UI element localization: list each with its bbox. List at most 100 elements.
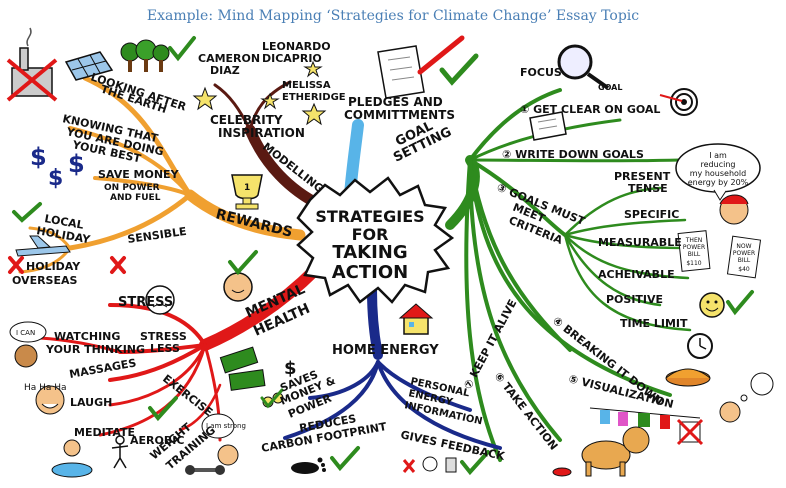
node-label: LESS (150, 342, 180, 355)
branch-label-rewards: REWARDS (214, 206, 294, 241)
magnifier-icon (557, 44, 610, 90)
node-label: AND FUEL (110, 193, 161, 203)
laughing-face-icon (35, 385, 65, 415)
svg-text:POWER: POWER (733, 250, 755, 257)
bubble-text: I am strong (206, 422, 246, 430)
svg-text:$40: $40 (738, 266, 750, 273)
pledge-paper-icon (377, 35, 479, 99)
center-line: TAKING (332, 242, 407, 263)
footprint-icon (291, 457, 326, 474)
svg-text:$: $ (48, 166, 63, 191)
node-label: HOLIDAY (26, 260, 81, 273)
svg-text:$: $ (30, 143, 47, 171)
node-label: STRESS (140, 330, 187, 343)
svg-text:1: 1 (244, 183, 250, 193)
node-label: ② WRITE DOWN GOALS (502, 148, 644, 161)
node-label: YOUR THINKING (45, 343, 145, 356)
svg-text:energy by 20%: energy by 20% (688, 178, 749, 187)
svg-text:reducing: reducing (701, 160, 736, 169)
center-line: FOR (352, 225, 389, 244)
check-icon (148, 396, 178, 422)
clock-icon (687, 333, 713, 359)
svg-text:I am: I am (709, 151, 727, 160)
node-label: TENSE (628, 182, 668, 195)
speech-bubble-text: I am reducing my household energy by 20% (688, 151, 749, 187)
pie-dish-icon (665, 368, 711, 387)
svg-text:POWER: POWER (683, 244, 705, 251)
branch-label-pledges: PLEDGES AND (348, 95, 443, 109)
caption-title: Example: Mind Mapping ‘Strategies for Cl… (146, 8, 640, 24)
node-label: EXERCISE (160, 372, 215, 419)
feedback-icons (402, 450, 490, 476)
person-face-icon (719, 194, 749, 225)
pledges-labels: PLEDGES AND COMMITTMENTS (344, 95, 455, 122)
thinking-face-icon (9, 321, 47, 368)
home-energy-labels: HOME ENERGY $ SAVES MONEY & POWER REDUCE… (260, 343, 506, 463)
meditating-figure-icon (51, 439, 93, 478)
branch-label-home: HOME ENERGY (332, 343, 439, 358)
bubble-text: Ha Ha Ha (24, 383, 67, 393)
check-icon (168, 36, 196, 62)
center-line: STRATEGIES (315, 207, 424, 226)
check-icon (12, 202, 42, 223)
node-label: POSITIVE (606, 293, 663, 306)
stars-icon (192, 60, 327, 126)
svg-text:$: $ (68, 150, 85, 178)
thinking-person-icon (719, 372, 774, 423)
check-icon (228, 250, 258, 276)
trophy-icon: 1 (231, 174, 263, 210)
node-label: PRESENT (614, 170, 671, 183)
notepad-icon (529, 111, 567, 141)
node-label: MEASURABLE (598, 236, 682, 249)
cross-icon (8, 256, 126, 274)
house-icon (398, 303, 434, 335)
node-label: DICAPRIO (262, 52, 322, 65)
washing-line-icon (589, 407, 701, 429)
node-label: ① GET CLEAR ON GOAL (520, 103, 660, 116)
check-icon (260, 388, 284, 409)
check-icon (330, 446, 360, 472)
power-bill-icon (677, 230, 762, 279)
sad-face-icon (145, 285, 175, 315)
node-label: ⑥ TAKE ACTION (492, 370, 561, 453)
factory-icon (6, 27, 58, 102)
dog-icon (552, 426, 650, 477)
power-bill-text: THEN POWER BILL $110 NOW POWER BILL $40 (683, 237, 755, 273)
svg-text:$110: $110 (686, 260, 701, 267)
node-label: LAUGH (70, 396, 112, 409)
node-label: INSPIRATION (218, 126, 305, 140)
node-label: SAVE MONEY (98, 168, 180, 181)
node-label: AEROBIC (130, 434, 184, 447)
node-label: STRESS (118, 295, 173, 310)
strong-person-icon (185, 413, 239, 475)
crossed-dryer-icon (676, 418, 704, 446)
svg-text:my household: my household (690, 169, 746, 178)
speech-bubble (675, 143, 761, 201)
node-label: $ (284, 358, 297, 379)
branch-label-pledges: COMMITTMENTS (344, 108, 455, 122)
dollar-signs-icon: $$$ (30, 143, 85, 191)
node-label: FOCUS (520, 66, 562, 79)
node-label: MELISSA (282, 80, 331, 91)
node-label: MEDITATE (74, 426, 135, 439)
node-label: ACHEIVABLE (598, 268, 675, 281)
rewards-branch (18, 75, 306, 274)
center-node (296, 176, 455, 304)
target-icon (659, 88, 698, 116)
calm-face-icon (223, 272, 253, 302)
smiley-icon (699, 292, 725, 318)
svg-text:NOW: NOW (736, 243, 751, 250)
check-icon (726, 290, 754, 316)
node-label: WATCHING (54, 330, 120, 343)
node-label: SPECIFIC (624, 208, 679, 221)
node-label: CELEBRITY (210, 113, 283, 127)
center-label: STRATEGIES FOR TAKING ACTION (315, 207, 424, 283)
node-label: OVERSEAS (12, 274, 78, 287)
aerobic-figure-icon (111, 435, 129, 469)
node-label: CAMERON (198, 52, 260, 65)
goal-setting-branch (445, 88, 692, 462)
node-label: GOAL (598, 83, 622, 92)
solar-panel-icon (64, 51, 114, 81)
